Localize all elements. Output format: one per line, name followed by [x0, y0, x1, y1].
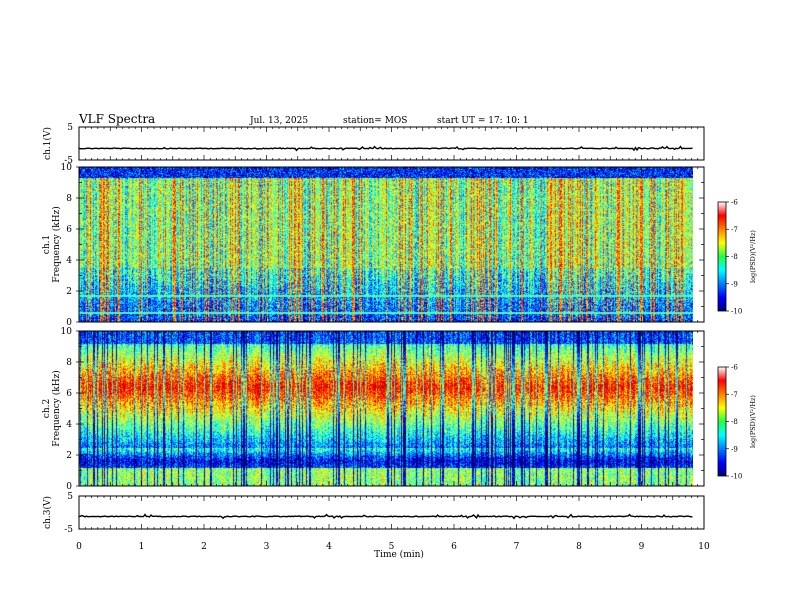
- y-tick-label: 10: [61, 163, 73, 173]
- spectrogram-image: [79, 167, 693, 322]
- y-tick-label: 6: [66, 225, 72, 235]
- start-time-label: start UT = 17: 10: 1: [437, 116, 529, 126]
- y-tick-label: 8: [66, 194, 72, 204]
- y-tick-label: 0: [66, 318, 72, 328]
- waveform-trace: [78, 513, 693, 520]
- y-tick-label: -5: [64, 156, 73, 166]
- colorbar-label: log(PSD)(V²/Hz): [749, 395, 757, 448]
- colorbar-tick-label: -7: [731, 226, 738, 234]
- x-tick-label: 4: [326, 542, 332, 552]
- time-axis: 0 1 2 3 4 5 6 7 8 9 10: [76, 542, 710, 552]
- x-tick-label: 5: [389, 542, 395, 552]
- colorbar-tick-label: -8: [731, 418, 738, 426]
- y-tick-label: 2: [66, 451, 72, 461]
- y-tick-label: 4: [66, 420, 72, 430]
- colorbar-tick-label: -6: [731, 364, 738, 372]
- y-axis-label: ch.3(V): [42, 496, 53, 529]
- x-tick-label: 9: [639, 542, 645, 552]
- colorbar-tick-label: -10: [731, 308, 742, 316]
- colorbar-tick-label: -8: [731, 253, 738, 261]
- date-label: Jul. 13, 2025: [249, 116, 308, 126]
- x-tick-label: 8: [576, 542, 582, 552]
- y-tick-label: 4: [66, 256, 72, 266]
- colorbar-tick-label: -10: [731, 473, 742, 481]
- y-tick-label: 2: [66, 287, 72, 297]
- colorbar-tick-label: -7: [731, 391, 738, 399]
- y-tick-label: 5: [67, 492, 73, 502]
- y-tick-label: 5: [67, 123, 73, 133]
- y-axis-label: ch.1Frequency (kHz): [42, 206, 62, 283]
- ch1-waveform-panel: 5 -5 ch.1(V): [42, 123, 705, 166]
- waveform-frame: [78, 126, 705, 161]
- x-tick-label: 0: [76, 542, 82, 552]
- colorbar-tick-label: -9: [731, 445, 738, 453]
- colorbar-scale: [717, 201, 727, 312]
- figure-title: VLF Spectra: [78, 112, 155, 126]
- ch1-spectrogram-panel: 0 2 4 6 8 10 ch.1Frequency (kHz): [42, 163, 705, 328]
- colorbar-tick-label: -9: [731, 280, 738, 288]
- y-axis-label: ch.1(V): [42, 127, 53, 160]
- ch1-colorbar: -6 -7 -8 -9 -10 log(PSD)(V²/Hz): [717, 199, 757, 316]
- y-tick-label: 6: [66, 389, 72, 399]
- ch2-spectrogram-panel: 0 2 4 6 8 10 ch.2Frequency (kHz): [42, 327, 705, 492]
- x-tick-label: 7: [514, 542, 520, 552]
- y-tick-label: 0: [66, 482, 72, 492]
- x-tick-label: 3: [264, 542, 270, 552]
- x-tick-label: 6: [451, 542, 457, 552]
- waveform-frame: [78, 495, 705, 530]
- ch3-waveform-panel: 5 -5 ch.3(V): [42, 492, 705, 535]
- y-axis-label: ch.2Frequency (kHz): [42, 370, 62, 447]
- colorbar-scale: [717, 366, 727, 477]
- y-tick-label: 10: [61, 327, 73, 337]
- waveform-trace: [78, 145, 693, 152]
- x-tick-label: 1: [139, 542, 145, 552]
- spectrogram-image: [79, 331, 693, 486]
- x-axis-label: Time (min): [374, 549, 424, 560]
- y-tick-label: 8: [66, 358, 72, 368]
- colorbar-label: log(PSD)(V²/Hz): [749, 230, 757, 283]
- x-tick-label: 10: [698, 542, 710, 552]
- station-label: station= MOS: [343, 116, 407, 126]
- y-tick-label: -5: [64, 525, 73, 535]
- x-tick-label: 2: [201, 542, 207, 552]
- colorbar-tick-label: -6: [731, 199, 738, 207]
- ch2-colorbar: -6 -7 -8 -9 -10 log(PSD)(V²/Hz): [717, 364, 757, 481]
